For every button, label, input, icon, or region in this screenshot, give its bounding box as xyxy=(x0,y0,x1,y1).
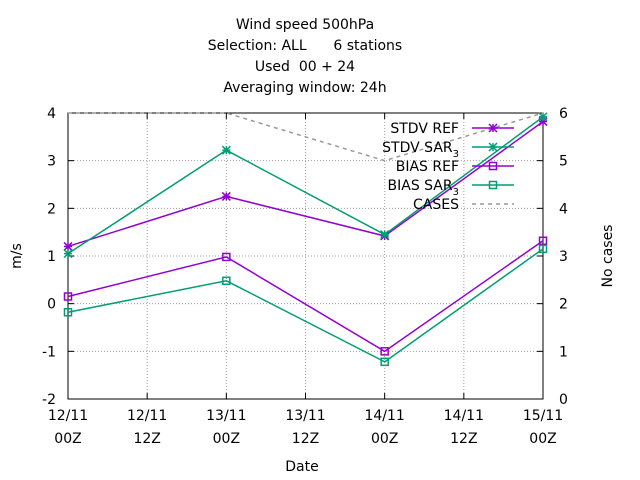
y-tick-label: 4 xyxy=(47,106,56,122)
series-marker xyxy=(221,145,231,155)
title-line-1: Wind speed 500hPa xyxy=(235,17,375,33)
legend-sample-marker xyxy=(488,142,498,152)
x-tick-label-hour: 00Z xyxy=(54,431,81,447)
y-axis-label: m/s xyxy=(9,243,25,269)
x-tick-label-date: 14/11 xyxy=(444,408,484,424)
title-line-3: Used 00 + 24 xyxy=(254,59,356,75)
title-line-2: Selection: ALL 6 stations xyxy=(207,38,403,54)
x-axis-label: Date xyxy=(285,459,318,475)
x-tick-label-date: 15/11 xyxy=(523,408,563,424)
x-tick-label-hour: 00Z xyxy=(371,431,398,447)
x-tick-label-date: 13/11 xyxy=(285,408,325,424)
series-marker xyxy=(222,252,231,262)
series-marker xyxy=(63,249,73,259)
x-tick-label-date: 13/11 xyxy=(206,408,246,424)
legend-label: CASES xyxy=(413,197,459,213)
legend-sample-marker xyxy=(488,180,498,190)
series-marker xyxy=(63,307,73,317)
legend-label: BIAS SAR3 xyxy=(388,178,459,198)
y-tick-label: -2 xyxy=(42,392,56,408)
series-marker xyxy=(538,244,548,254)
x-tick-label-hour: 00Z xyxy=(529,431,556,447)
series-marker xyxy=(380,347,389,356)
y2-axis-label: No cases xyxy=(600,225,616,288)
y-tick-label: 2 xyxy=(47,201,56,217)
y2-tick-label: 3 xyxy=(559,249,568,265)
x-tick-label-hour: 12Z xyxy=(450,431,477,447)
series-marker xyxy=(380,357,389,367)
series-marker xyxy=(538,236,548,245)
y-tick-label: -1 xyxy=(42,344,56,360)
series-marker xyxy=(63,292,73,301)
x-tick-label-hour: 12Z xyxy=(292,431,319,447)
series-marker xyxy=(221,191,231,201)
legend-label: STDV REF xyxy=(390,121,459,137)
legend-sample-marker xyxy=(488,161,498,171)
x-tick-label-date: 12/11 xyxy=(127,408,167,424)
y2-tick-label: 4 xyxy=(559,201,568,217)
grid xyxy=(68,113,543,399)
x-tick-label-date: 14/11 xyxy=(364,408,404,424)
x-tick-label-hour: 12Z xyxy=(133,431,160,447)
y2-tick-label: 0 xyxy=(559,392,568,408)
y-tick-label: 0 xyxy=(47,297,56,313)
y2-tick-label: 6 xyxy=(559,106,568,122)
y-tick-label: 1 xyxy=(47,249,56,265)
series-line xyxy=(68,112,544,162)
legend-label: STDV SAR3 xyxy=(382,140,459,160)
y2-tick-label: 5 xyxy=(559,154,568,170)
series-marker xyxy=(380,230,390,240)
series-marker xyxy=(538,112,548,122)
x-tick-label-date: 12/11 xyxy=(48,408,88,424)
y2-tick-label: 2 xyxy=(559,297,568,313)
y2-tick-label: 1 xyxy=(559,344,568,360)
series-line xyxy=(67,116,544,255)
series-line xyxy=(67,248,544,363)
series-marker xyxy=(222,276,231,286)
series-line xyxy=(67,120,544,248)
legend-label: BIAS REF xyxy=(396,159,459,175)
legend-sample-marker xyxy=(488,123,498,133)
axis-ticks: 12/11 00Z 12/11 12Z 13/11 00Z 13/11 12Z 14/11 00Z… xyxy=(42,106,568,447)
series-line xyxy=(67,240,544,353)
series-group xyxy=(63,112,548,367)
series-marker xyxy=(63,241,73,251)
title-line-4: Averaging window: 24h xyxy=(223,80,387,96)
y-tick-label: 3 xyxy=(47,154,56,170)
x-tick-label-hour: 00Z xyxy=(213,431,240,447)
